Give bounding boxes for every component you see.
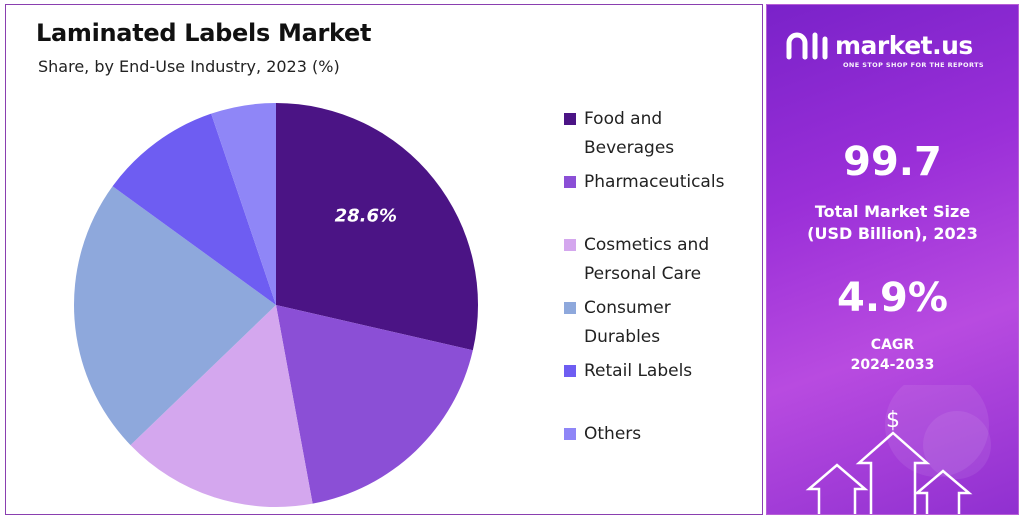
legend-label: Cosmetics and Personal Care <box>584 235 710 284</box>
legend-label: Others <box>584 424 642 444</box>
market-size-value: 99.7 <box>843 139 942 185</box>
pie-slice <box>276 305 473 504</box>
chart-title: Laminated Labels Market <box>36 19 372 47</box>
legend-swatch <box>564 365 576 377</box>
chart-subtitle: Share, by End-Use Industry, 2023 (%) <box>38 57 340 76</box>
legend-item: Pharmaceuticals <box>564 168 754 197</box>
pie-slice <box>276 103 478 351</box>
legend-item: Retail Labels <box>564 357 754 386</box>
brand-tagline: ONE STOP SHOP FOR THE REPORTS <box>843 61 984 69</box>
legend-label: Pharmaceuticals <box>584 172 725 192</box>
market-size-label: Total Market Size (USD Billion), 2023 <box>807 202 978 243</box>
legend-swatch <box>564 302 576 314</box>
growth-arrows-icon: $ <box>805 385 991 514</box>
pie-data-label: 28.6% <box>335 206 397 227</box>
legend-swatch <box>564 428 576 440</box>
legend-label: Retail Labels <box>584 361 693 381</box>
pie-slice <box>73 186 276 446</box>
stats-panel: market.us ONE STOP SHOP FOR THE REPORTS … <box>766 4 1019 515</box>
pie-chart: 28.6% <box>73 103 478 507</box>
legend-item: Food and Beverages <box>564 105 754 163</box>
legend-item: Others <box>564 420 754 449</box>
legend-swatch <box>564 113 576 125</box>
legend-swatch <box>564 176 576 188</box>
pie-slice <box>211 103 276 305</box>
cagr-value: 4.9% <box>837 275 948 321</box>
legend-label: Consumer Durables <box>584 298 671 347</box>
legend-item: Cosmetics and Personal Care <box>564 231 754 289</box>
legend-swatch <box>564 239 576 251</box>
legend-item: Consumer Durables <box>564 294 754 352</box>
cagr-label: CAGR 2024-2033 <box>850 337 935 373</box>
brand-logo: market.us <box>785 27 973 63</box>
legend-label: Food and Beverages <box>584 109 675 158</box>
chart-panel: Laminated Labels Market Share, by End-Us… <box>5 4 763 515</box>
brand-name: market.us <box>835 30 973 60</box>
pie-slice <box>112 113 276 305</box>
pie-slice <box>130 305 313 507</box>
market-us-logo-icon <box>786 32 828 60</box>
svg-text:$: $ <box>886 408 900 433</box>
